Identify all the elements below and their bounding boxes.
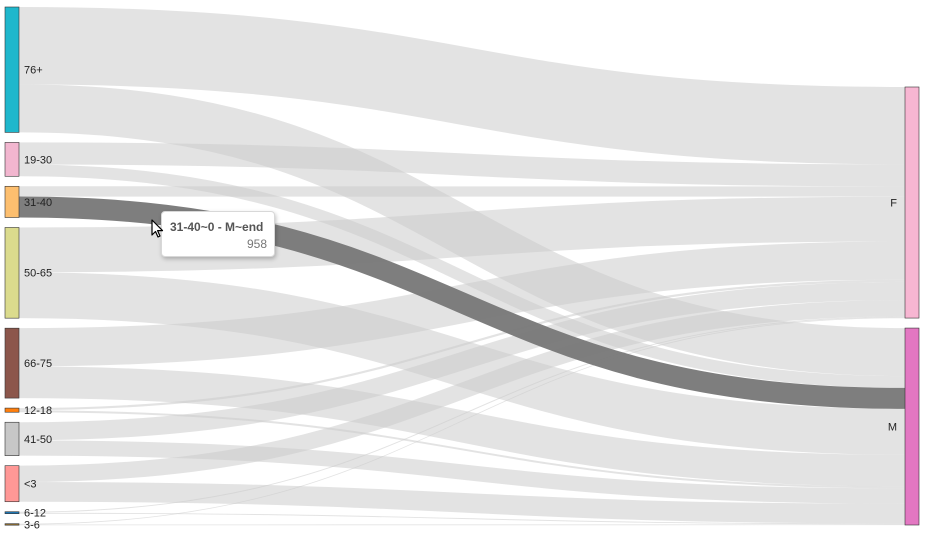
node-12-18[interactable]: [4, 407, 20, 413]
link-41-50-to-F[interactable]: [18, 281, 906, 441]
node-label-6-12: 6-12: [24, 508, 46, 520]
node-label-66-75: 66-75: [24, 358, 52, 370]
tooltip-title: 31-40~0 - M~end: [170, 220, 264, 234]
links-layer: [18, 7, 906, 526]
node-label-19-30: 19-30: [24, 154, 52, 166]
mouse-pointer-icon: [151, 219, 164, 238]
node-label-41-50: 41-50: [24, 434, 52, 446]
node-label-76+: 76+: [24, 65, 43, 77]
link-66-75-to-M[interactable]: [18, 366, 906, 487]
node-label-3-6: 3-6: [24, 519, 40, 531]
link-6-12-to-M[interactable]: [18, 512, 906, 525]
link-19-30-to-F[interactable]: [18, 142, 906, 187]
link-41-50-to-M[interactable]: [18, 440, 906, 504]
node-66-75[interactable]: [4, 327, 20, 399]
link-<3-to-F[interactable]: [18, 300, 906, 483]
node-50-65[interactable]: [4, 227, 20, 319]
node-M[interactable]: [904, 327, 920, 526]
node-label-31-40: 31-40: [24, 197, 52, 209]
link-19-30-to-M[interactable]: [18, 164, 906, 388]
nodes-layer: [4, 6, 920, 526]
node-3-6[interactable]: [4, 523, 20, 526]
node-19-30[interactable]: [4, 142, 20, 177]
link-6-12-to-F[interactable]: [18, 316, 906, 513]
node-F[interactable]: [904, 86, 920, 319]
link-76+-to-F[interactable]: [18, 7, 906, 165]
node-label-F: F: [890, 197, 897, 209]
node-label-M: M: [888, 421, 897, 433]
link-tooltip: 31-40~0 - M~end 958: [161, 211, 275, 257]
node-label-<3: <3: [24, 479, 37, 491]
link-12-18-to-F[interactable]: [18, 279, 906, 411]
node-6-12[interactable]: [4, 511, 20, 514]
tooltip-value: 958: [246, 237, 267, 251]
node-<3[interactable]: [4, 465, 20, 503]
node-label-50-65: 50-65: [24, 268, 52, 280]
link-<3-to-M[interactable]: [18, 482, 906, 524]
node-label-12-18: 12-18: [24, 405, 52, 417]
node-31-40[interactable]: [4, 185, 20, 218]
labels-layer: 76+19-3031-4050-6566-7512-1841-50<36-123…: [24, 65, 897, 532]
node-41-50[interactable]: [4, 421, 20, 456]
node-76+[interactable]: [4, 6, 20, 133]
link-3-6-to-F[interactable]: [18, 317, 906, 525]
